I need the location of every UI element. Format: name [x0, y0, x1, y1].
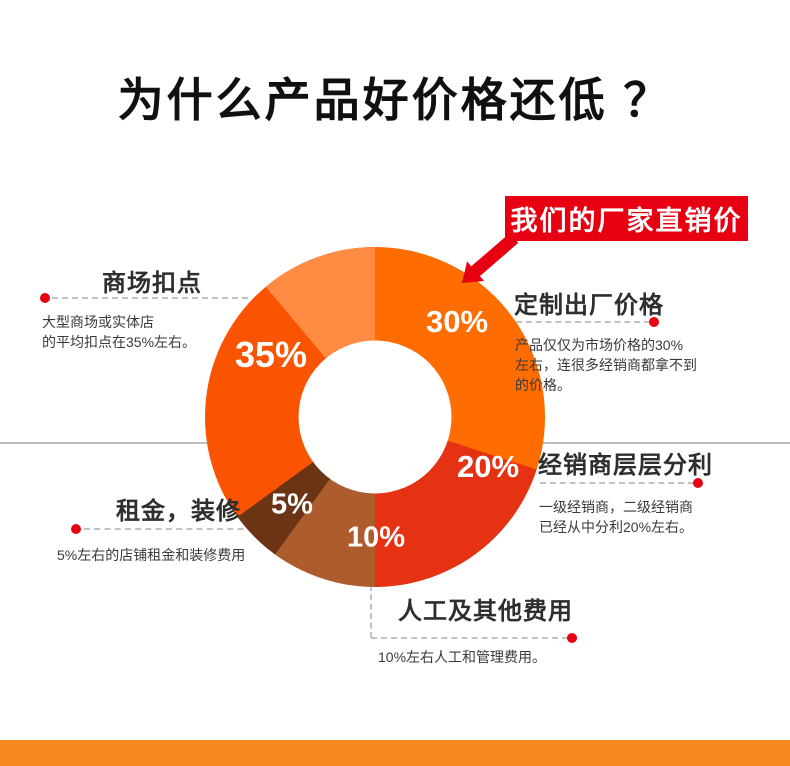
donut-chart: 30% 20% 10% 5% 35% [205, 247, 545, 587]
desc-line: 一级经销商，二级经销商 [539, 499, 693, 515]
annotation-desc-rent: 5%左右的店铺租金和装修费用 [57, 545, 245, 565]
desc-line: 产品仅仅为市场价格的30% [515, 337, 684, 353]
leader-dot-labor [567, 633, 577, 643]
slice-label-10: 10% [346, 521, 406, 554]
annotation-title-factory: 定制出厂价格 [514, 292, 664, 319]
page-title: 为什么产品好价格还低 ？ [117, 74, 673, 126]
leader-line-mall [52, 297, 248, 299]
annotation-title-rent: 租金，装修 [116, 498, 241, 525]
desc-line: 大型商场或实体店 [42, 314, 154, 330]
leader-dot-rent [71, 524, 81, 534]
annotation-title-labor: 人工及其他费用 [398, 598, 573, 625]
slice-label-5: 5% [271, 488, 313, 521]
annotation-desc-labor: 10%左右人工和管理费用。 [378, 647, 546, 667]
slice-label-30: 30% [425, 304, 489, 339]
annotation-desc-mall: 大型商场或实体店 的平均扣点在35%左右。 [42, 312, 196, 352]
slice-label-35: 35% [234, 334, 308, 375]
desc-line: 5%左右的店铺租金和装修费用 [57, 547, 246, 563]
desc-line: 的平均扣点在35%左右。 [42, 334, 197, 350]
annotation-desc-factory: 产品仅仅为市场价格的30% 左右，连很多经销商都拿不到 的价格。 [515, 335, 697, 395]
arrow-down-left-icon [462, 233, 519, 283]
desc-line: 的价格。 [515, 377, 571, 393]
desc-line: 已经从中分利20%左右。 [539, 519, 694, 535]
desc-line: 10%左右人工和管理费用。 [378, 649, 547, 665]
leader-line-dealer [540, 482, 694, 484]
leader-line-rent [84, 528, 264, 530]
leader-line-factory [516, 321, 650, 323]
leader-dot-dealer [693, 478, 703, 488]
leader-dot-factory [649, 317, 659, 327]
leader-vline-labor [370, 566, 372, 638]
leader-line-labor [371, 637, 568, 639]
annotation-desc-dealer: 一级经销商，二级经销商 已经从中分利20%左右。 [539, 497, 693, 537]
factory-direct-badge: 我们的厂家直销价 [505, 196, 748, 241]
annotation-title-mall: 商场扣点 [102, 270, 202, 297]
desc-line: 左右，连很多经销商都拿不到 [515, 357, 697, 373]
bottom-accent-bar [0, 740, 790, 766]
donut-hole [298, 340, 452, 494]
leader-dot-mall [40, 293, 50, 303]
slice-label-20: 20% [456, 449, 520, 484]
annotation-title-dealer: 经销商层层分利 [538, 452, 713, 479]
